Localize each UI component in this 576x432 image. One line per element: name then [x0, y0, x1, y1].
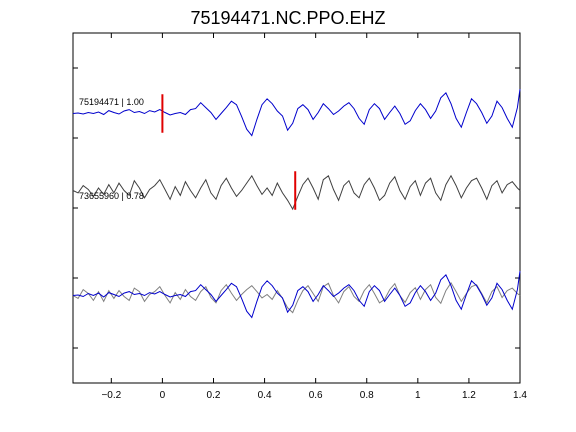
series-slave: [72, 174, 521, 211]
chart-title: 75194471.NC.PPO.EHZ: [190, 8, 385, 28]
trace-label-slave: 73655960 | 0.78: [79, 191, 144, 201]
x-axis: −0.2 0 0.2 0.4 0.6 0.8 1 1.2 1.4: [101, 33, 527, 401]
trace-group: [72, 88, 521, 319]
x-tick-label-6: 1: [415, 390, 421, 401]
series-master: [72, 88, 521, 137]
x-tick-label-7: 1.2: [462, 390, 476, 401]
x-tick-label-4: 0.6: [309, 390, 323, 401]
x-tick-label-8: 1.4: [513, 390, 527, 401]
x-tick-label-2: 0.2: [207, 390, 221, 401]
series-overlay-master: [72, 270, 521, 319]
x-tick-label-5: 0.8: [360, 390, 374, 401]
x-tick-label-0: −0.2: [101, 390, 121, 401]
trace-label-master: 75194471 | 1.00: [79, 97, 144, 107]
x-tick-label-1: 0: [160, 390, 166, 401]
series-overlay-slave: [72, 281, 521, 314]
pick-markers: [161, 94, 297, 210]
x-tick-label-3: 0.4: [258, 390, 272, 401]
y-axis: [73, 67, 520, 349]
plot-area: [72, 32, 521, 384]
